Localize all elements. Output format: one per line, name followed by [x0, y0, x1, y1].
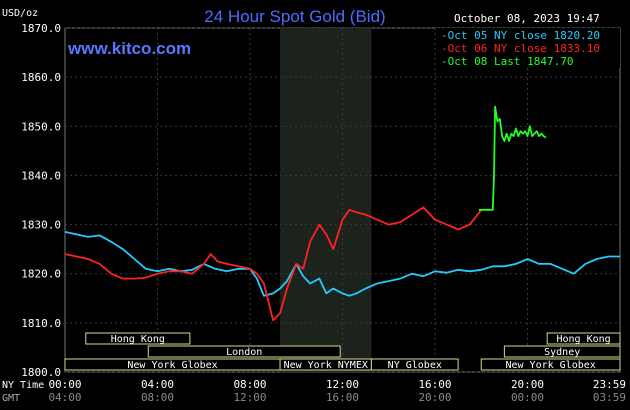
session-label: New York NYMEX	[284, 360, 368, 371]
session-label: Sydney	[544, 347, 580, 358]
session-bar: London	[147, 345, 341, 358]
x-axis-ticks: 00:0004:0004:0008:0008:0012:0012:0016:00…	[48, 378, 626, 404]
y-tick-label: 1800.0	[21, 366, 61, 379]
chart-series	[64, 105, 620, 322]
gmt-label: GMT	[2, 393, 20, 404]
price-series-line	[478, 105, 547, 211]
legend-entry: -Oct 08 Last 1847.70	[441, 55, 573, 68]
x-tick-label-ny: 00:00	[48, 378, 81, 391]
y-tick-label: 1810.0	[21, 317, 61, 330]
legend-box	[436, 28, 620, 68]
session-bar-box	[480, 358, 621, 371]
session-label: NY Globex	[388, 360, 442, 371]
chart-title: 24 Hour Spot Gold (Bid)	[204, 7, 385, 26]
legend: -Oct 05 NY close 1820.20-Oct 06 NY close…	[436, 28, 620, 68]
y-tick-label: 1860.0	[21, 71, 61, 84]
x-tick-label-ny: 16:00	[418, 378, 451, 391]
y-tick-label: 1830.0	[21, 219, 61, 232]
x-tick-label-gmt: 00:00	[511, 391, 544, 404]
session-bar: New York NYMEX	[279, 358, 372, 371]
session-bar: Hong Kong	[546, 332, 621, 345]
legend-entry: -Oct 06 NY close 1833.10	[441, 42, 600, 55]
chart-grid	[65, 27, 620, 373]
session-bar-box	[85, 332, 191, 345]
x-tick-label-gmt: 20:00	[418, 391, 451, 404]
session-label: New York Globex	[505, 360, 595, 371]
session-bar: Sydney	[503, 345, 621, 358]
y-tick-label: 1850.0	[21, 120, 61, 133]
session-label: New York Globex	[127, 360, 217, 371]
y-tick-label: 1820.0	[21, 268, 61, 281]
brand-watermark: www.kitco.com	[67, 39, 191, 58]
session-bar-box	[503, 345, 621, 358]
session-bar-box	[546, 332, 621, 345]
session-bar: New York Globex	[480, 358, 621, 371]
price-series-line	[64, 231, 620, 297]
x-tick-label-gmt: 03:59	[593, 391, 626, 404]
x-tick-label-gmt: 08:00	[141, 391, 174, 404]
session-bar: New York Globex	[64, 358, 281, 371]
y-axis-ticks: 1870.0 1860.0 1850.0 1840.0 1830.0 1820.0 1810…	[21, 22, 61, 379]
session-bar: NY Globex	[370, 358, 459, 371]
session-bar-box	[370, 358, 459, 371]
ny-time-label: NY Time	[2, 380, 44, 391]
x-tick-label-ny: 04:00	[141, 378, 174, 391]
y-tick-label: 1870.0	[21, 22, 61, 35]
session-bar: Hong Kong	[85, 332, 191, 345]
y-tick-label: 1840.0	[21, 169, 61, 182]
legend-entry: -Oct 05 NY close 1820.20	[441, 29, 600, 42]
nymex-session-shade	[280, 28, 372, 372]
session-label: Hong Kong	[111, 334, 165, 345]
x-tick-label-ny: 08:00	[233, 378, 266, 391]
session-bar-box	[147, 345, 341, 358]
x-tick-label-gmt: 16:00	[326, 391, 359, 404]
x-tick-label-ny: 23:59	[593, 378, 626, 391]
session-label: London	[226, 347, 262, 358]
date-time-stamp: October 08, 2023 19:47	[454, 12, 600, 25]
x-tick-label-ny: 20:00	[511, 378, 544, 391]
price-series-line	[64, 206, 483, 322]
market-sessions: Hong Kong London New York Globex New York N…	[64, 332, 621, 371]
session-label: Hong Kong	[556, 334, 610, 345]
x-tick-label-ny: 12:00	[326, 378, 359, 391]
x-tick-label-gmt: 04:00	[48, 391, 81, 404]
unit-label: USD/oz	[2, 8, 38, 19]
x-tick-label-gmt: 12:00	[233, 391, 266, 404]
